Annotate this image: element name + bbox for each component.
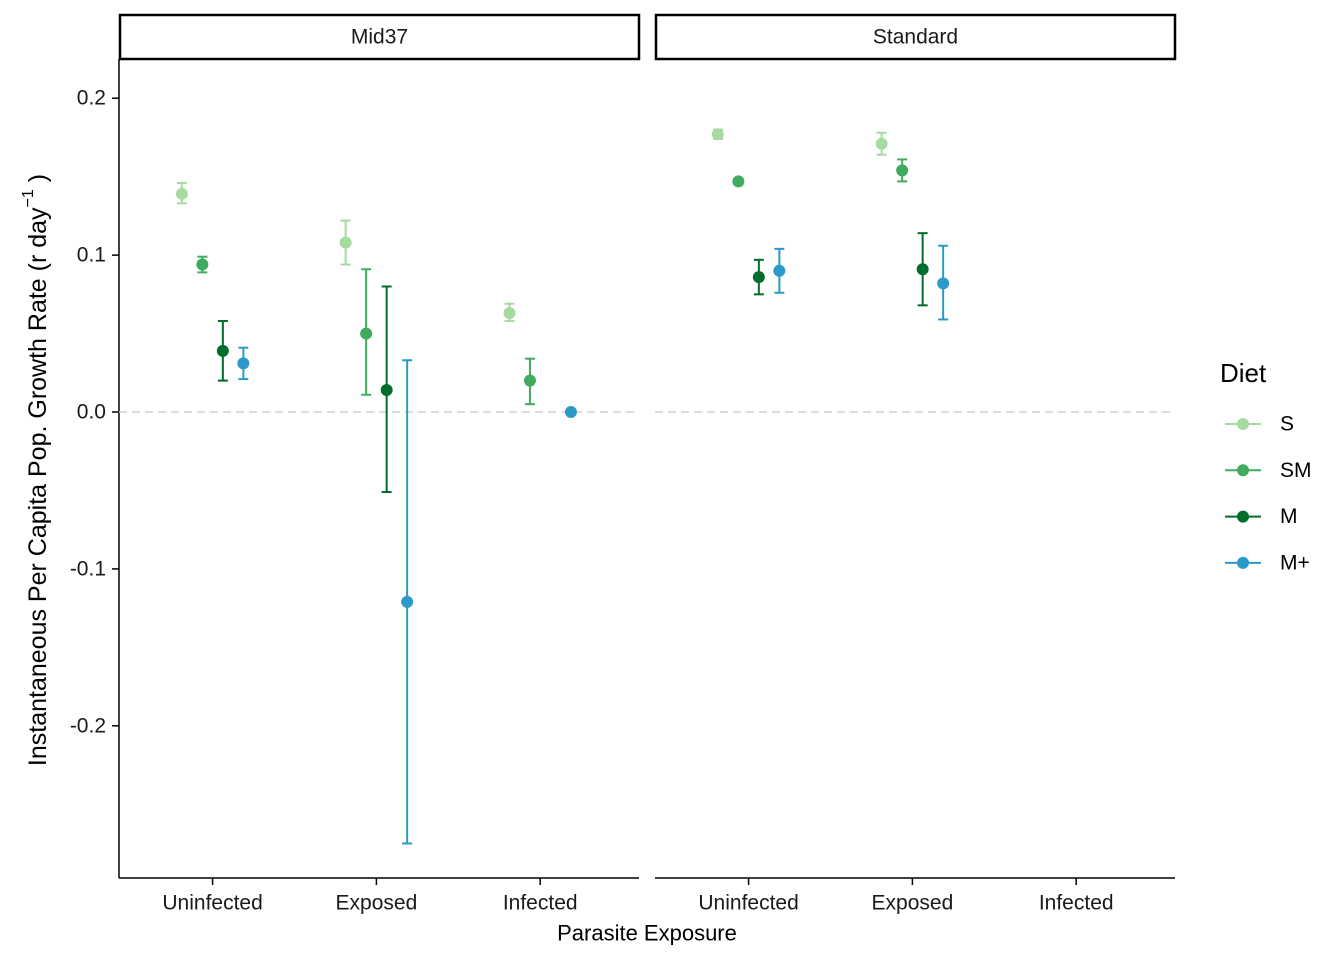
legend-key-marker xyxy=(1237,556,1249,569)
facet-strip-standard: Standard xyxy=(654,13,1177,61)
point-marker xyxy=(175,187,188,200)
point-marker xyxy=(896,164,909,177)
facet-strip-label: Mid37 xyxy=(351,26,408,49)
point-marker xyxy=(237,357,250,370)
data-point-s xyxy=(503,302,516,323)
x-tick-label: Infected xyxy=(503,892,578,915)
point-marker xyxy=(523,374,536,387)
data-point-m-plus xyxy=(773,247,786,294)
point-marker xyxy=(937,277,950,290)
data-point-m-plus xyxy=(401,359,414,845)
y-tick-label: 0.1 xyxy=(77,244,106,267)
y-axis-ticks: 0.2 0.1 0.0 -0.1 -0.2 xyxy=(70,87,119,737)
data-point-m xyxy=(916,232,929,307)
point-marker xyxy=(752,271,765,284)
x-tick-label: Exposed xyxy=(336,892,418,915)
y-axis-title-close: ) xyxy=(24,174,52,189)
data-point-m-plus xyxy=(937,244,950,321)
data-marks xyxy=(175,128,950,845)
y-axis-title-superscript: −1 xyxy=(20,189,37,207)
legend: Diet S SM M M+ xyxy=(1220,358,1312,574)
x-tick-label: Infected xyxy=(1039,892,1114,915)
point-marker xyxy=(216,344,229,357)
point-marker xyxy=(564,406,577,419)
data-point-s xyxy=(875,131,888,156)
data-point-m-plus xyxy=(564,406,577,419)
legend-label: SM xyxy=(1280,459,1312,482)
x-tick-label: Uninfected xyxy=(698,892,798,915)
x-tick-label: Uninfected xyxy=(162,892,262,915)
data-point-sm xyxy=(732,175,745,188)
facet-strip-label: Standard xyxy=(873,26,958,49)
point-marker xyxy=(711,128,724,141)
legend-label: M xyxy=(1280,505,1298,528)
point-marker xyxy=(875,137,888,150)
data-point-s xyxy=(339,219,352,266)
data-point-sm xyxy=(360,268,373,396)
x-tick-label: Exposed xyxy=(872,892,954,915)
legend-title: Diet xyxy=(1220,358,1267,388)
legend-key-marker xyxy=(1237,464,1249,477)
y-tick-label: -0.1 xyxy=(70,557,106,580)
legend-label: M+ xyxy=(1280,551,1310,574)
legend-entry-m: M xyxy=(1225,505,1298,528)
point-marker xyxy=(401,595,414,608)
y-axis-title: Instantaneous Per Capita Pop. Growth Rat… xyxy=(20,174,53,766)
point-marker xyxy=(732,175,745,188)
data-point-sm xyxy=(896,158,909,183)
point-marker xyxy=(339,236,352,249)
data-point-sm xyxy=(523,357,536,406)
data-point-m xyxy=(380,285,393,494)
facet-strip-mid37: Mid37 xyxy=(118,13,641,61)
x-axis-title: Parasite Exposure xyxy=(557,921,737,946)
point-marker xyxy=(380,384,393,397)
data-point-s xyxy=(711,128,724,141)
y-tick-label: 0.2 xyxy=(77,87,106,110)
y-axis-title-main: Instantaneous Per Capita Pop. Growth Rat… xyxy=(24,207,52,766)
point-marker xyxy=(503,307,516,320)
legend-entry-sm: SM xyxy=(1225,459,1312,482)
legend-entry-m-plus: M+ xyxy=(1225,551,1310,574)
point-marker xyxy=(773,264,786,277)
data-point-m xyxy=(216,320,229,382)
point-marker xyxy=(360,327,373,340)
legend-label: S xyxy=(1280,413,1294,436)
legend-key-marker xyxy=(1237,418,1249,430)
point-marker xyxy=(916,263,929,276)
legend-key-marker xyxy=(1237,510,1249,523)
y-tick-label: 0.0 xyxy=(77,401,106,424)
legend-entry-s: S xyxy=(1225,413,1294,436)
data-point-sm xyxy=(196,255,209,274)
legend-entries: S SM M M+ xyxy=(1225,413,1312,574)
x-axis-ticks: Uninfected Exposed Infected Uninfected Expos… xyxy=(162,878,1114,915)
data-point-m xyxy=(752,258,765,296)
data-point-m-plus xyxy=(237,346,250,381)
y-tick-label: -0.2 xyxy=(70,714,106,737)
data-point-s xyxy=(175,181,188,205)
point-marker xyxy=(196,258,209,271)
